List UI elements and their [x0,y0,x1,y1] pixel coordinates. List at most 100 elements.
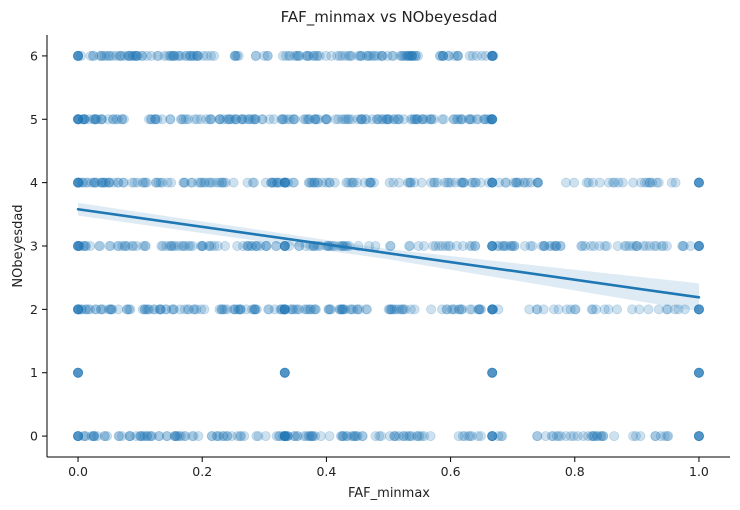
data-point [276,304,287,315]
data-point [85,240,96,251]
data-point [249,304,260,315]
data-point [279,431,290,442]
data-point [243,114,254,125]
data-point [355,50,366,61]
data-point [170,240,181,251]
data-point [230,304,241,315]
data-point [179,177,190,188]
data-point [279,177,290,188]
data-point [229,304,240,315]
data-point [115,50,126,61]
y-tick-label: 6 [30,48,38,63]
data-point [693,304,704,315]
y-tick-label: 0 [30,429,38,444]
data-point [429,177,440,188]
data-point [251,304,262,315]
data-point [88,431,99,442]
data-point [636,177,647,188]
data-point [661,304,672,315]
data-point [104,177,115,188]
data-point [306,431,317,442]
x-axis-title: FAF_minmax [348,486,430,501]
data-point [670,304,681,315]
data-point [334,304,345,315]
data-point [443,177,454,188]
data-point [269,304,280,315]
data-point [299,114,310,125]
data-point [113,431,124,442]
data-point [86,431,97,442]
data-point [211,431,222,442]
y-axis-title: NObeyesdad [11,204,26,287]
data-point [345,50,356,61]
data-point [137,431,148,442]
data-point [205,114,216,125]
data-point [88,114,99,125]
data-point [474,304,485,315]
data-point [216,304,227,315]
data-point [639,177,650,188]
data-point [389,114,400,125]
data-point [96,177,107,188]
data-point [403,50,414,61]
data-point [465,114,476,125]
data-point [216,304,227,315]
data-point [308,50,319,61]
data-point [659,431,670,442]
data-point [124,431,135,442]
data-point [539,240,550,251]
data-point [207,431,218,442]
x-axis-ticks: 0.0 0.2 0.4 0.6 0.8 1.0 [68,457,709,479]
data-point [487,240,498,251]
data-point [95,240,106,251]
data-point [455,114,466,125]
data-point [411,114,422,125]
data-point [290,304,301,315]
data-point [487,50,498,61]
scatter-points [73,50,704,442]
data-point [279,304,290,315]
data-point [140,240,151,251]
data-point [222,304,233,315]
data-point [487,240,498,251]
data-point [249,304,260,315]
data-point [224,114,235,125]
data-point [111,50,122,61]
data-point [301,50,312,61]
data-point [241,304,252,315]
data-point [155,304,166,315]
data-point [385,240,396,251]
data-point [548,304,559,315]
data-point [409,114,420,125]
data-point [401,431,412,442]
data-point [155,177,166,188]
data-point [580,240,591,251]
data-point [224,114,235,125]
data-point [272,177,283,188]
data-point [352,304,363,315]
data-point [356,114,367,125]
data-point [121,304,132,315]
data-point [453,431,464,442]
data-point [693,304,704,315]
data-point [73,304,84,315]
data-point [693,367,704,378]
data-point [569,177,580,188]
data-point [279,240,290,251]
data-point [185,240,196,251]
data-point [73,240,84,251]
data-point [243,240,254,251]
data-point [73,177,84,188]
data-point [496,431,507,442]
data-point [90,177,101,188]
x-tick-label: 0.8 [565,464,585,479]
data-point [113,177,124,188]
data-point [73,240,84,251]
data-point [416,431,427,442]
data-point [363,50,374,61]
data-point [339,114,350,125]
data-point [586,304,597,315]
data-point [641,240,652,251]
regression-line [76,207,701,299]
data-point [136,431,147,442]
